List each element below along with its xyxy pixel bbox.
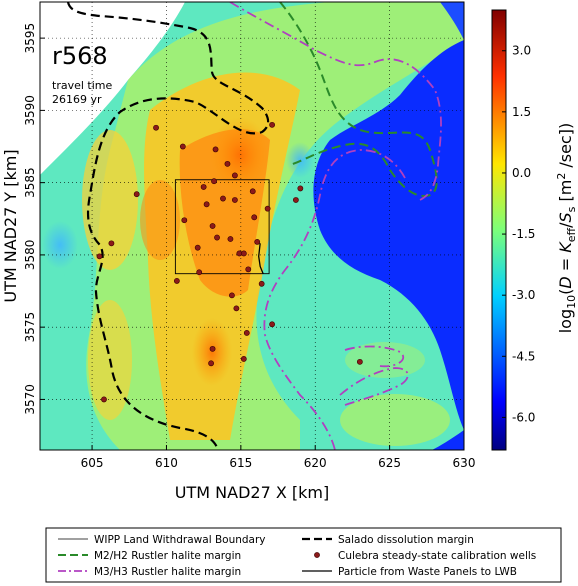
well-marker	[101, 396, 107, 403]
well-marker	[229, 292, 235, 299]
y-tick-labels: 3570 3575 3580 3585 3590 3595	[23, 23, 45, 415]
well-marker	[269, 321, 275, 328]
well-marker	[249, 188, 256, 195]
y-tick-label: 3595	[23, 23, 37, 54]
m3-h3-halite-margin-line	[229, 2, 442, 450]
well-marker	[245, 266, 252, 273]
colorbar-tick-label: -3.0	[512, 288, 535, 302]
legend-label-m3h3: M3/H3 Rustler halite margin	[94, 566, 241, 578]
well-marker	[133, 191, 140, 198]
colorbar-tick-label: -6.0	[512, 410, 535, 424]
heatmap-field	[40, 2, 464, 450]
margin-lines	[66, 2, 442, 450]
well-marker	[227, 236, 234, 242]
well-marker	[209, 223, 216, 229]
legend-label-salado: Salado dissolution margin	[338, 534, 474, 546]
well-marker	[212, 146, 219, 153]
well-marker	[208, 360, 214, 367]
well-marker	[251, 214, 258, 221]
well-marker	[96, 253, 103, 260]
colorbar-label: log10(D = Keff/Ss [m2 /sec])	[555, 123, 578, 334]
well-marker	[356, 358, 363, 365]
y-tick-label: 3570	[23, 384, 37, 415]
well-marker	[209, 345, 216, 352]
y-axis-label: UTM NAD27 Y [km]	[1, 149, 20, 302]
legend-label-lwb: WIPP Land Withdrawal Boundary	[94, 534, 266, 546]
well-marker	[243, 330, 250, 336]
well-marker	[181, 217, 188, 224]
x-tick-label: 630	[453, 456, 476, 470]
legend-label-m2h2: M2/H2 Rustler halite margin	[94, 550, 241, 562]
x-tick-label: 605	[81, 456, 104, 470]
well-marker	[220, 195, 226, 202]
well-marker	[240, 356, 247, 362]
well-marker	[224, 160, 231, 167]
y-tick-label: 3580	[23, 240, 37, 271]
y-tick-label: 3575	[23, 312, 37, 343]
legend-swatch-wells	[314, 552, 320, 558]
well-marker	[264, 205, 271, 212]
colorbar-tick-label: 0.0	[512, 166, 531, 180]
well-marker	[258, 280, 265, 287]
x-tick-label: 620	[304, 456, 327, 470]
run-label: r568	[52, 42, 108, 70]
wipp-boundary-box	[174, 179, 270, 275]
well-marker	[214, 234, 220, 241]
well-marker	[240, 250, 247, 257]
legend: WIPP Land Withdrawal Boundary Salado dis…	[45, 527, 562, 583]
x-axis-label: UTM NAD27 X [km]	[175, 483, 329, 502]
legend-label-particle: Particle from Waste Panels to LWB	[338, 566, 517, 578]
travel-time-label: travel time	[52, 79, 112, 92]
colorbar-ticks: 3.0 1.5 0.0 -1.5 -3.0 -4.5 -6.0	[502, 44, 535, 424]
well-marker	[196, 269, 203, 276]
legend-label-wells: Culebra steady-state calibration wells	[338, 550, 536, 562]
legend-box	[45, 527, 562, 583]
y-tick-label: 3585	[23, 167, 37, 198]
plot-frame	[39, 1, 465, 451]
well-marker	[292, 197, 299, 203]
x-tick-label: 610	[155, 456, 178, 470]
colorbar-tick-label: 1.5	[512, 105, 531, 119]
y-tick-label: 3590	[23, 95, 37, 126]
well-marker	[173, 278, 180, 284]
well-marker	[153, 124, 159, 131]
x-tick-label: 625	[378, 456, 401, 470]
calibration-wells	[96, 121, 363, 403]
lower-m3-loop-line	[344, 345, 405, 368]
plot-grid	[40, 2, 464, 450]
salado-dissolution-margin-line	[66, 2, 270, 450]
well-marker	[231, 197, 238, 203]
colorbar	[491, 9, 507, 451]
well-marker	[203, 201, 210, 208]
well-marker	[254, 238, 261, 245]
well-marker	[231, 172, 238, 179]
overlay	[174, 179, 270, 275]
x-tick-label: 615	[229, 456, 252, 470]
colorbar-tick-label: -4.5	[512, 349, 535, 363]
well-marker	[108, 240, 115, 247]
well-marker	[179, 143, 186, 150]
particle-path	[258, 243, 264, 274]
well-marker	[233, 305, 240, 312]
colorbar-tick-label: -1.5	[512, 227, 535, 241]
well-marker	[194, 244, 201, 251]
well-marker	[211, 178, 217, 185]
well-marker	[200, 184, 207, 190]
colorbar-tick-label: 3.0	[512, 44, 531, 58]
travel-time-value: 26169 yr	[52, 93, 102, 106]
well-marker	[297, 185, 304, 192]
x-tick-labels: 605 610 615 620 625 630	[81, 445, 476, 470]
well-marker	[269, 121, 275, 128]
